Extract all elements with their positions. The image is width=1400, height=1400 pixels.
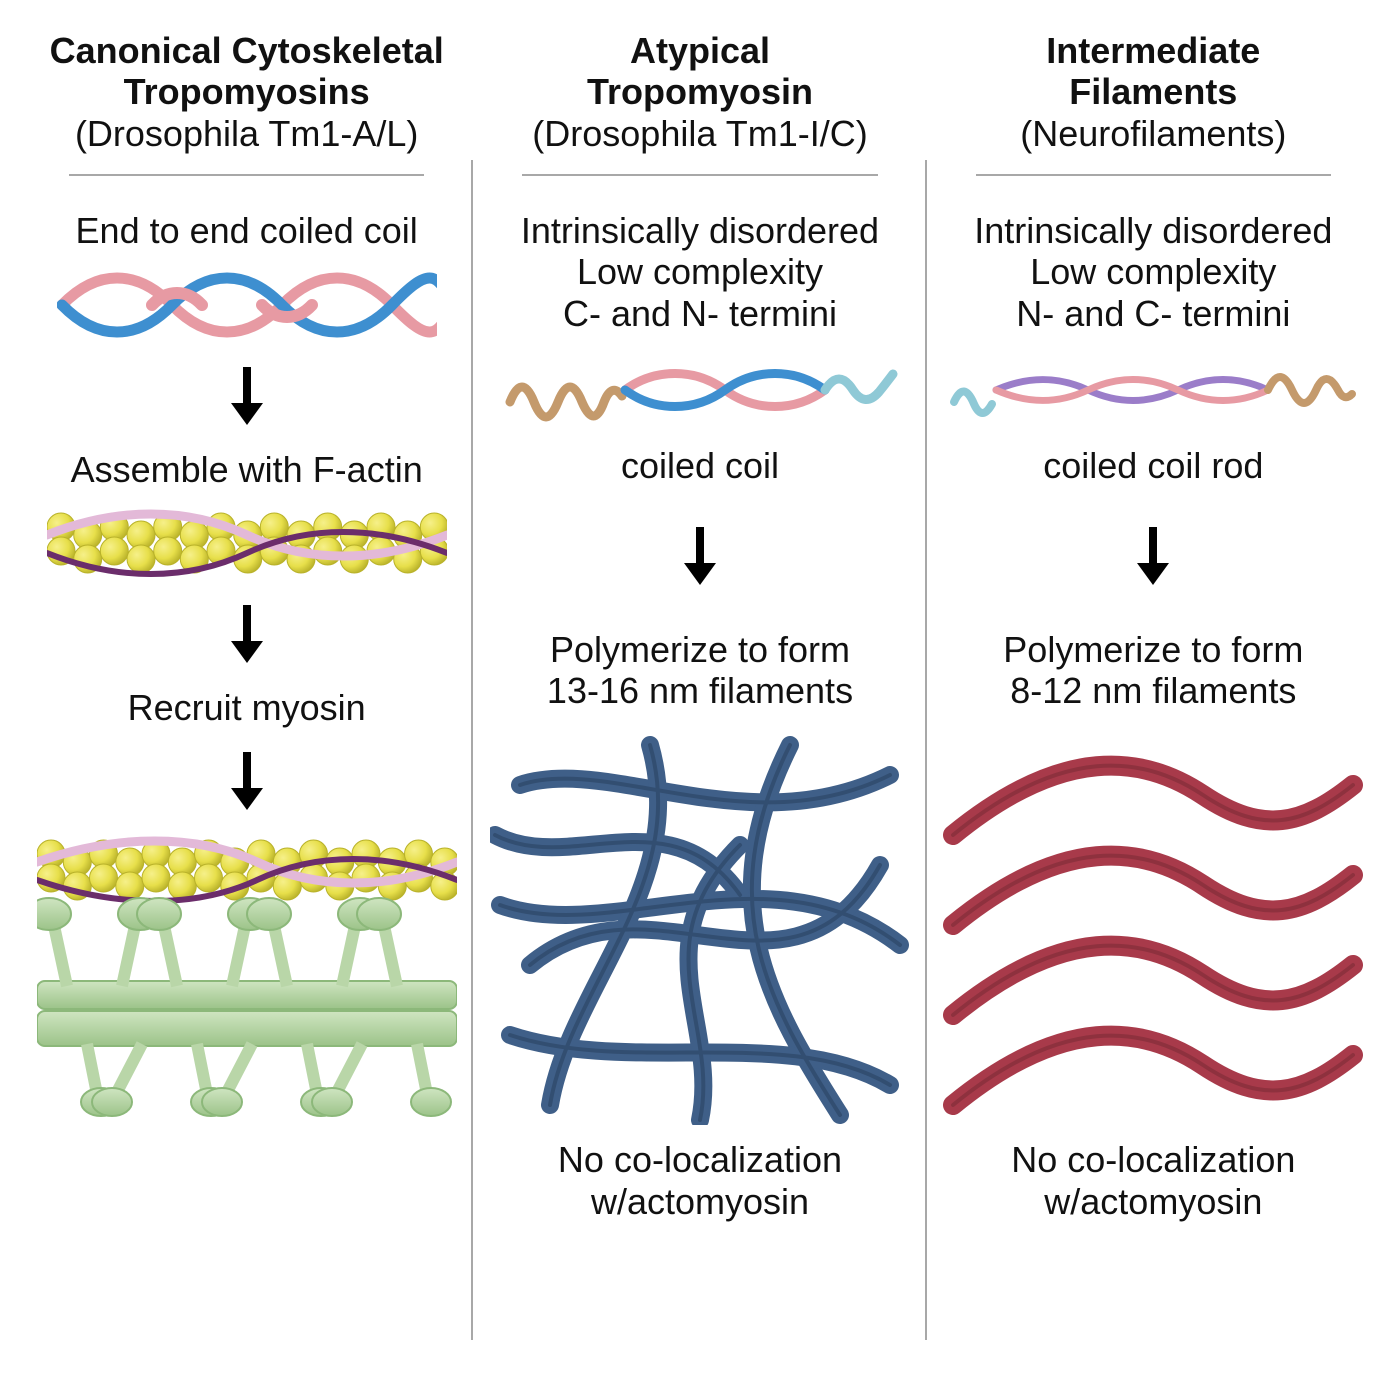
col2-title: AtypicalTropomyosin xyxy=(532,30,867,113)
f-actin-graphic xyxy=(47,499,447,589)
coiled-coil-canonical-graphic xyxy=(57,259,437,351)
col-atypical: AtypicalTropomyosin (Drosophila Tm1-I/C)… xyxy=(473,30,926,1380)
col3-coil-label: coiled coil rod xyxy=(1043,445,1263,486)
arrow-3 xyxy=(1131,525,1175,587)
col3-rule xyxy=(976,174,1331,176)
col3-footer: No co-localizationw/actomyosin xyxy=(1011,1139,1295,1222)
col3-subtitle: (Neurofilaments) xyxy=(1020,113,1286,154)
col1-caption-recruit: Recruit myosin xyxy=(128,687,366,728)
arrow-1b xyxy=(225,603,269,665)
col1-caption-endtoend: End to end coiled coil xyxy=(76,210,418,251)
col3-title: IntermediateFilaments xyxy=(1020,30,1286,113)
col2-heading: AtypicalTropomyosin (Drosophila Tm1-I/C) xyxy=(532,30,867,158)
col-intermediate: IntermediateFilaments (Neurofilaments) I… xyxy=(927,30,1380,1380)
arrow-2 xyxy=(678,525,722,587)
col2-poly: Polymerize to form13-16 nm filaments xyxy=(547,629,853,712)
col2-subtitle: (Drosophila Tm1-I/C) xyxy=(532,113,867,154)
col2-coil-label: coiled coil xyxy=(621,445,779,486)
if-filaments-graphic xyxy=(943,725,1363,1125)
col2-footer: No co-localizationw/actomyosin xyxy=(558,1139,842,1222)
col1-subtitle: (Drosophila Tm1-A/L) xyxy=(50,113,444,154)
atypical-mesh-graphic xyxy=(490,725,910,1125)
col-canonical: Canonical CytoskeletalTropomyosins (Dros… xyxy=(20,30,473,1380)
col2-desc: Intrinsically disorderedLow complexityC-… xyxy=(521,210,879,334)
actomyosin-graphic xyxy=(37,826,457,1126)
col1-caption-assemble: Assemble with F-actin xyxy=(71,449,423,490)
col3-desc: Intrinsically disorderedLow complexityN-… xyxy=(974,210,1332,334)
col1-rule xyxy=(69,174,424,176)
arrow-1a xyxy=(225,365,269,427)
if-rod-graphic xyxy=(948,342,1358,437)
atypical-coil-graphic xyxy=(500,342,900,437)
col3-poly: Polymerize to form8-12 nm filaments xyxy=(1003,629,1303,712)
col3-heading: IntermediateFilaments (Neurofilaments) xyxy=(1020,30,1286,158)
col1-title: Canonical CytoskeletalTropomyosins xyxy=(50,30,444,113)
col1-heading: Canonical CytoskeletalTropomyosins (Dros… xyxy=(50,30,444,158)
figure-root: Canonical CytoskeletalTropomyosins (Dros… xyxy=(0,0,1400,1400)
arrow-1c xyxy=(225,750,269,812)
col2-rule xyxy=(522,174,877,176)
